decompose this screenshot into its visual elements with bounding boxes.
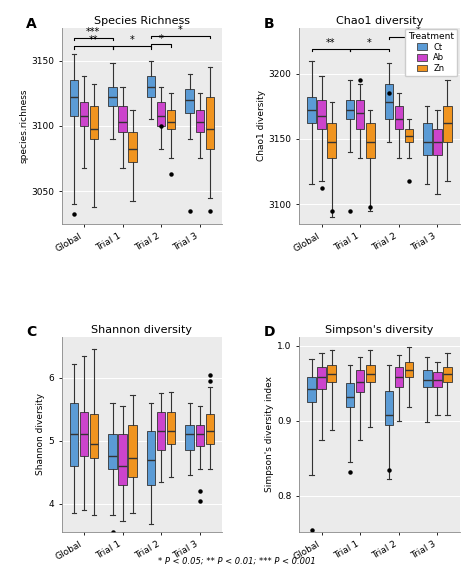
PathPatch shape [307,378,316,402]
PathPatch shape [147,431,155,485]
Text: **: ** [326,38,336,48]
PathPatch shape [185,89,194,113]
PathPatch shape [405,362,413,378]
PathPatch shape [167,413,175,444]
PathPatch shape [346,383,355,408]
Title: Chao1 diversity: Chao1 diversity [336,16,423,26]
Y-axis label: species.richness: species.richness [19,89,28,163]
PathPatch shape [147,76,155,97]
Title: Shannon diversity: Shannon diversity [91,325,192,335]
PathPatch shape [80,102,88,126]
PathPatch shape [70,403,78,466]
PathPatch shape [356,100,365,128]
PathPatch shape [118,106,127,132]
PathPatch shape [433,128,442,155]
Text: D: D [264,325,275,339]
Text: *: * [129,36,134,45]
Text: B: B [264,16,274,31]
PathPatch shape [346,100,355,119]
PathPatch shape [328,365,336,382]
PathPatch shape [167,110,175,128]
Y-axis label: Shannon diversity: Shannon diversity [36,393,46,475]
PathPatch shape [118,435,127,485]
Text: *: * [159,33,164,44]
PathPatch shape [128,425,137,477]
Text: C: C [26,325,36,339]
Title: Species Richness: Species Richness [94,16,190,26]
PathPatch shape [195,425,204,446]
Text: **: ** [89,36,98,45]
PathPatch shape [128,132,137,162]
Text: *: * [416,25,420,36]
PathPatch shape [80,413,88,456]
PathPatch shape [307,97,316,123]
PathPatch shape [157,102,165,126]
PathPatch shape [405,128,413,142]
PathPatch shape [366,123,374,158]
PathPatch shape [384,391,393,424]
PathPatch shape [433,372,442,387]
PathPatch shape [366,365,374,382]
Text: * P < 0.05; ** P < 0.01; *** P < 0.001: * P < 0.05; ** P < 0.01; *** P < 0.001 [158,556,316,565]
Title: Simpson's diversity: Simpson's diversity [325,325,434,335]
Y-axis label: Chao1 diversity: Chao1 diversity [257,91,266,161]
PathPatch shape [443,106,452,142]
PathPatch shape [384,84,393,119]
Text: A: A [26,16,37,31]
Text: ***: *** [86,27,100,37]
PathPatch shape [90,106,98,139]
PathPatch shape [157,413,165,450]
PathPatch shape [206,414,214,444]
PathPatch shape [90,414,98,458]
PathPatch shape [318,367,326,389]
PathPatch shape [394,367,403,387]
PathPatch shape [70,80,78,115]
PathPatch shape [318,100,326,128]
PathPatch shape [356,370,365,392]
Legend: Ct, Ab, Zn: Ct, Ab, Zn [404,28,457,76]
PathPatch shape [206,97,214,149]
Text: *: * [178,25,183,35]
PathPatch shape [328,123,336,158]
Text: *: * [367,38,372,48]
PathPatch shape [108,435,117,469]
PathPatch shape [195,110,204,132]
PathPatch shape [394,106,403,128]
Y-axis label: Simpson's diversity index: Simpson's diversity index [265,376,274,492]
PathPatch shape [108,87,117,106]
PathPatch shape [443,367,452,382]
PathPatch shape [423,370,432,387]
PathPatch shape [185,425,194,450]
PathPatch shape [423,123,432,155]
